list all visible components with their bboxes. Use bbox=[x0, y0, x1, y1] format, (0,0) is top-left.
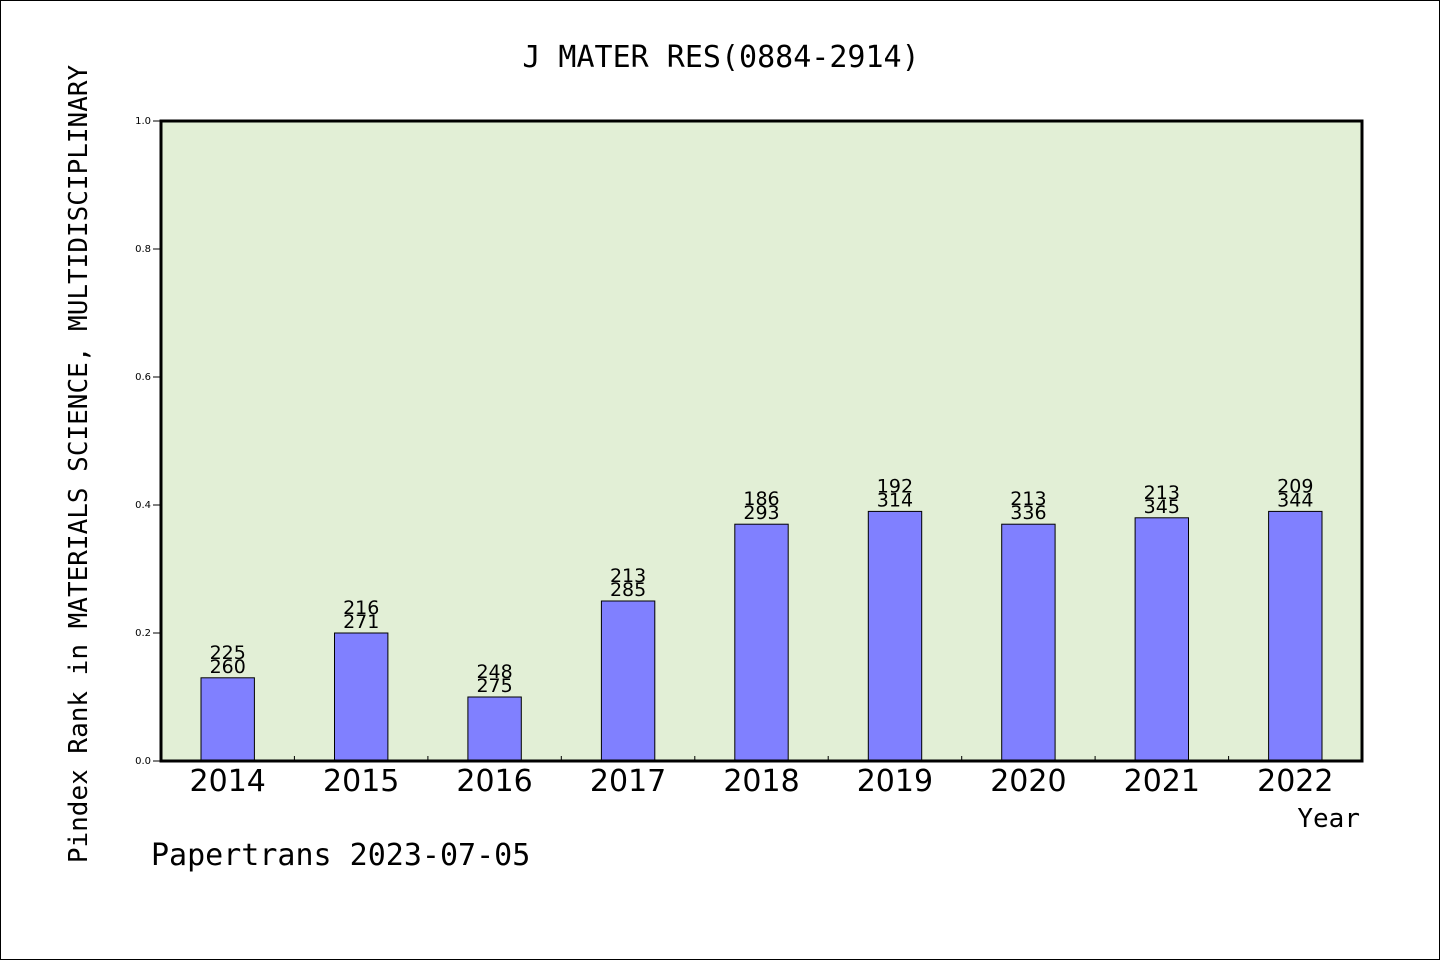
x-tick-label-2014: 2014 bbox=[190, 764, 266, 799]
bar-label-bottom-2014: 260 bbox=[210, 656, 246, 678]
x-axis: 2014 2015 2016 2017 2018 2019 2020 2021 2022 bbox=[190, 756, 1333, 799]
x-tick-label-2018: 2018 bbox=[723, 764, 799, 799]
x-tick-label-2016: 2016 bbox=[456, 764, 532, 799]
y-tick-label: 0.0 bbox=[135, 756, 151, 767]
footer-note: Papertrans 2023-07-05 bbox=[151, 838, 530, 873]
y-tick-label: 0.4 bbox=[135, 500, 151, 511]
x-tick-label-2019: 2019 bbox=[857, 764, 933, 799]
bar-2019 bbox=[867, 510, 923, 762]
bar-label-bottom-2019: 314 bbox=[877, 489, 913, 511]
bar-label-bottom-2018: 293 bbox=[743, 502, 779, 524]
bar-label-top-2014: 225 bbox=[210, 642, 246, 664]
bar-label-top-2018: 186 bbox=[743, 488, 779, 510]
bar-2015 bbox=[334, 632, 389, 762]
x-tick-label-2017: 2017 bbox=[590, 764, 666, 799]
x-axis-label: Year bbox=[1297, 804, 1360, 834]
bar-label-bottom-2022: 344 bbox=[1277, 489, 1313, 511]
bar-label-top-2022: 209 bbox=[1277, 475, 1313, 497]
bar-label-top-2021: 213 bbox=[1144, 482, 1180, 504]
y-tick-label: 0.8 bbox=[135, 244, 151, 255]
x-tick-label-2021: 2021 bbox=[1124, 764, 1200, 799]
bar-label-top-2016: 248 bbox=[476, 661, 512, 683]
bar-label-bottom-2020: 336 bbox=[1010, 502, 1046, 524]
bar-2018 bbox=[734, 523, 789, 762]
bar-2020 bbox=[1001, 523, 1056, 762]
bar-label-bottom-2017: 285 bbox=[610, 579, 646, 601]
bar-label-bottom-2021: 345 bbox=[1144, 496, 1180, 518]
x-tick-label-2022: 2022 bbox=[1257, 764, 1333, 799]
x-tick-label-2015: 2015 bbox=[323, 764, 399, 799]
y-axis: 0.0 0.2 0.4 0.6 0.8 1.0 bbox=[135, 116, 161, 767]
bar-2017 bbox=[600, 600, 656, 762]
y-tick-label: 0.6 bbox=[135, 372, 151, 383]
bar-label-top-2017: 213 bbox=[610, 565, 646, 587]
bar-label-bottom-2015: 271 bbox=[343, 611, 379, 633]
chart-title: J MATER RES(0884-2914) bbox=[522, 40, 919, 75]
bars-group bbox=[200, 510, 1323, 762]
bar-2021 bbox=[1134, 517, 1189, 762]
bar-label-top-2015: 216 bbox=[343, 597, 379, 619]
y-tick-label: 1.0 bbox=[135, 116, 151, 127]
y-axis-label: Pindex Rank in MATERIALS SCIENCE, MULTID… bbox=[64, 64, 94, 863]
bar-label-top-2019: 192 bbox=[877, 475, 913, 497]
plot-border bbox=[159, 119, 1364, 763]
y-tick-label: 0.2 bbox=[135, 628, 151, 639]
bar-label-top-2020: 213 bbox=[1010, 488, 1046, 510]
bar-2022 bbox=[1268, 510, 1323, 762]
bar-2014 bbox=[200, 677, 255, 762]
x-tick-label-2020: 2020 bbox=[990, 764, 1066, 799]
bar-2016 bbox=[467, 696, 522, 762]
bar-label-bottom-2016: 275 bbox=[476, 675, 512, 697]
